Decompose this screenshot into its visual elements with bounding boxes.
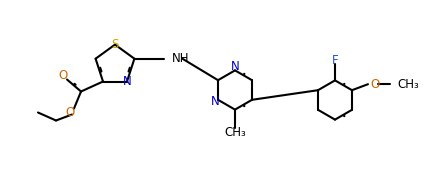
Text: F: F — [332, 54, 338, 67]
Text: O: O — [65, 106, 75, 119]
Text: N: N — [123, 75, 131, 88]
Text: S: S — [111, 38, 119, 51]
Text: O: O — [58, 69, 67, 82]
Text: CH₃: CH₃ — [224, 126, 246, 139]
Text: N: N — [231, 60, 239, 73]
Text: N: N — [211, 95, 219, 108]
Text: CH₃: CH₃ — [397, 78, 419, 91]
Text: NH: NH — [172, 52, 189, 65]
Text: O: O — [370, 78, 379, 91]
